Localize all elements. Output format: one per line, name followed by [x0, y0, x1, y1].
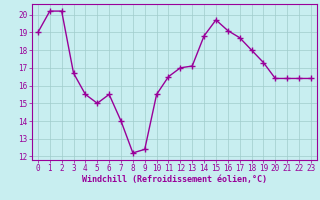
X-axis label: Windchill (Refroidissement éolien,°C): Windchill (Refroidissement éolien,°C) [82, 175, 267, 184]
